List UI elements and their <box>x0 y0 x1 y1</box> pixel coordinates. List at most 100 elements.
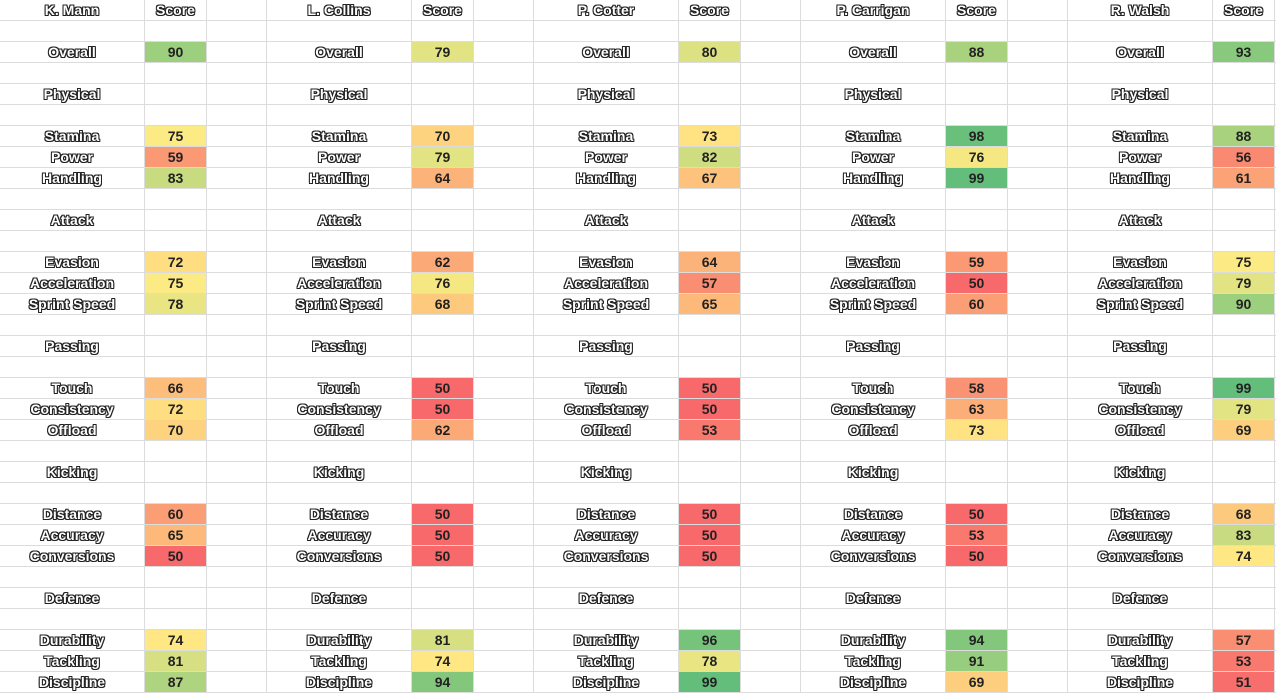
empty-cell[interactable] <box>145 231 207 252</box>
empty-cell[interactable] <box>1068 609 1213 630</box>
stat-score[interactable]: 59 <box>946 252 1008 273</box>
empty-cell[interactable] <box>946 588 1008 609</box>
empty-cell[interactable] <box>946 609 1008 630</box>
empty-cell[interactable] <box>1008 525 1068 546</box>
empty-cell[interactable] <box>1213 441 1275 462</box>
empty-cell[interactable] <box>474 630 534 651</box>
empty-cell[interactable] <box>679 231 741 252</box>
stat-score[interactable]: 73 <box>679 126 741 147</box>
stat-label[interactable]: Durability <box>534 630 679 651</box>
empty-cell[interactable] <box>0 21 145 42</box>
empty-cell[interactable] <box>207 21 267 42</box>
empty-cell[interactable] <box>1008 168 1068 189</box>
empty-cell[interactable] <box>679 21 741 42</box>
stat-label[interactable]: Acceleration <box>534 273 679 294</box>
stat-label[interactable]: Accuracy <box>534 525 679 546</box>
empty-cell[interactable] <box>1008 672 1068 693</box>
empty-cell[interactable] <box>946 567 1008 588</box>
player-name[interactable]: P. Carrigan <box>801 0 946 21</box>
category-heading[interactable]: Defence <box>534 588 679 609</box>
empty-cell[interactable] <box>741 42 801 63</box>
empty-cell[interactable] <box>412 483 474 504</box>
stat-score[interactable]: 50 <box>412 504 474 525</box>
stat-score[interactable]: 74 <box>412 651 474 672</box>
category-heading[interactable]: Attack <box>267 210 412 231</box>
stat-label[interactable]: Conversions <box>801 546 946 567</box>
empty-cell[interactable] <box>145 84 207 105</box>
stat-label[interactable]: Power <box>267 147 412 168</box>
stat-label[interactable]: Sprint Speed <box>267 294 412 315</box>
stat-label[interactable]: Evasion <box>801 252 946 273</box>
stat-label[interactable]: Offload <box>0 420 145 441</box>
category-heading[interactable]: Kicking <box>0 462 145 483</box>
empty-cell[interactable] <box>1068 231 1213 252</box>
empty-cell[interactable] <box>679 63 741 84</box>
empty-cell[interactable] <box>1008 588 1068 609</box>
player-name[interactable]: L. Collins <box>267 0 412 21</box>
empty-cell[interactable] <box>1213 588 1275 609</box>
player-name[interactable]: P. Cotter <box>534 0 679 21</box>
empty-cell[interactable] <box>474 210 534 231</box>
stat-label[interactable]: Power <box>0 147 145 168</box>
stat-label[interactable]: Evasion <box>267 252 412 273</box>
empty-cell[interactable] <box>1213 315 1275 336</box>
empty-cell[interactable] <box>1213 483 1275 504</box>
empty-cell[interactable] <box>474 231 534 252</box>
stat-label[interactable]: Tackling <box>267 651 412 672</box>
empty-cell[interactable] <box>145 105 207 126</box>
empty-cell[interactable] <box>1008 0 1068 21</box>
stat-score[interactable]: 81 <box>412 630 474 651</box>
stat-score[interactable]: 50 <box>145 546 207 567</box>
stat-label[interactable]: Distance <box>534 504 679 525</box>
empty-cell[interactable] <box>474 462 534 483</box>
stat-label[interactable]: Stamina <box>1068 126 1213 147</box>
empty-cell[interactable] <box>207 672 267 693</box>
empty-cell[interactable] <box>741 546 801 567</box>
empty-cell[interactable] <box>474 567 534 588</box>
empty-cell[interactable] <box>679 567 741 588</box>
empty-cell[interactable] <box>412 315 474 336</box>
stat-score[interactable]: 50 <box>679 525 741 546</box>
empty-cell[interactable] <box>534 567 679 588</box>
stat-score[interactable]: 72 <box>145 252 207 273</box>
stat-label[interactable]: Touch <box>0 378 145 399</box>
empty-cell[interactable] <box>1008 42 1068 63</box>
stat-label[interactable]: Conversions <box>0 546 145 567</box>
empty-cell[interactable] <box>1008 231 1068 252</box>
empty-cell[interactable] <box>534 441 679 462</box>
stat-label[interactable]: Stamina <box>0 126 145 147</box>
stat-score[interactable]: 62 <box>412 252 474 273</box>
stat-label[interactable]: Durability <box>801 630 946 651</box>
stat-score[interactable]: 68 <box>412 294 474 315</box>
empty-cell[interactable] <box>1068 63 1213 84</box>
empty-cell[interactable] <box>741 336 801 357</box>
stat-score[interactable]: 60 <box>145 504 207 525</box>
empty-cell[interactable] <box>801 21 946 42</box>
empty-cell[interactable] <box>1213 567 1275 588</box>
empty-cell[interactable] <box>207 210 267 231</box>
stat-label[interactable]: Consistency <box>0 399 145 420</box>
empty-cell[interactable] <box>1213 63 1275 84</box>
stat-label[interactable]: Consistency <box>1068 399 1213 420</box>
stat-label[interactable]: Handling <box>801 168 946 189</box>
empty-cell[interactable] <box>801 441 946 462</box>
score-header[interactable]: Score <box>1213 0 1275 21</box>
empty-cell[interactable] <box>1008 378 1068 399</box>
empty-cell[interactable] <box>412 105 474 126</box>
empty-cell[interactable] <box>0 609 145 630</box>
stat-score[interactable]: 50 <box>679 504 741 525</box>
empty-cell[interactable] <box>412 189 474 210</box>
stat-score[interactable]: 50 <box>412 525 474 546</box>
stat-score[interactable]: 58 <box>946 378 1008 399</box>
empty-cell[interactable] <box>1068 357 1213 378</box>
empty-cell[interactable] <box>534 63 679 84</box>
empty-cell[interactable] <box>412 441 474 462</box>
category-heading[interactable]: Passing <box>801 336 946 357</box>
empty-cell[interactable] <box>207 189 267 210</box>
stat-label[interactable]: Accuracy <box>0 525 145 546</box>
overall-label[interactable]: Overall <box>1068 42 1213 63</box>
empty-cell[interactable] <box>0 315 145 336</box>
empty-cell[interactable] <box>474 420 534 441</box>
stat-score[interactable]: 96 <box>679 630 741 651</box>
empty-cell[interactable] <box>0 105 145 126</box>
